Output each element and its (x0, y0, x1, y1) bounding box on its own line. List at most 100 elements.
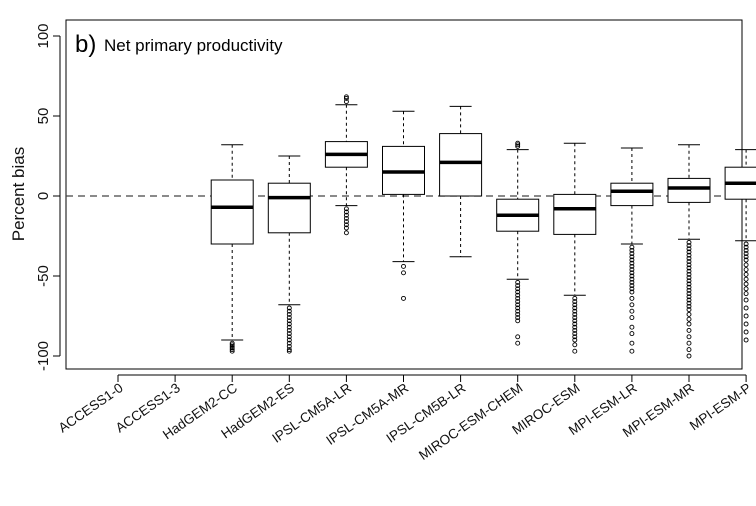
outlier-point (743, 321, 749, 327)
outlier-point (572, 342, 578, 348)
outlier-point (743, 262, 749, 268)
outlier-point (572, 327, 578, 333)
outlier-point (343, 212, 349, 218)
outlier-point (743, 244, 749, 250)
outlier-point (629, 295, 635, 301)
outlier-point (229, 345, 235, 351)
outlier-point (229, 343, 235, 349)
outlier-point (401, 295, 406, 301)
outlier-point (686, 255, 692, 261)
outlier-point (743, 276, 749, 282)
outlier-point (743, 251, 749, 257)
outlier-point (343, 99, 349, 105)
outlier-point (686, 300, 692, 306)
outlier-point (686, 243, 692, 249)
outlier-point (686, 340, 692, 346)
outlier-point (686, 311, 692, 317)
outlier-point (629, 289, 635, 295)
outlier-point (401, 270, 406, 276)
outlier-point (572, 315, 578, 321)
outlier-point (286, 347, 292, 353)
outlier-point (286, 337, 292, 343)
outlier-point (572, 331, 578, 337)
outlier-point (572, 324, 578, 330)
outlier-point (343, 222, 349, 228)
y-axis-title: Percent bias (9, 147, 28, 242)
y-tick-label: 100 (35, 23, 52, 48)
outlier-point (229, 342, 235, 348)
y-axis: -100 -50 0 50 100 (35, 23, 61, 371)
outlier-point (572, 308, 578, 314)
outlier-point (286, 321, 292, 327)
outlier-point (629, 276, 635, 282)
outlier-point (515, 142, 521, 148)
outlier-point (743, 286, 749, 292)
outlier-point (743, 329, 749, 335)
outlier-point (515, 283, 521, 289)
outlier-point (515, 302, 521, 308)
outlier-point (629, 331, 635, 337)
outlier-point (515, 318, 521, 324)
iqr-box (610, 182, 654, 207)
outlier-point (629, 286, 635, 292)
outlier-point (686, 327, 692, 333)
outlier-point (629, 283, 635, 289)
outlier-point (343, 206, 349, 212)
outlier-point (515, 334, 521, 340)
outlier-point (686, 281, 692, 287)
outlier-point (229, 348, 235, 354)
outlier-point (515, 292, 521, 298)
outlier-point (629, 263, 635, 269)
outlier-point (686, 287, 692, 293)
outlier-point (629, 267, 635, 273)
outlier-point (629, 273, 635, 279)
outlier-point (572, 348, 578, 354)
outlier-point (515, 279, 521, 285)
outlier-point (572, 311, 578, 317)
outlier-point (286, 334, 292, 340)
outlier-point (743, 297, 749, 303)
box-miroc-esm-chem (496, 140, 540, 346)
outlier-point (686, 262, 692, 268)
x-tick-label: MPI-ESM-P (687, 380, 754, 433)
outlier-point (629, 257, 635, 263)
outlier-point (629, 315, 635, 321)
outlier-point (343, 95, 349, 101)
outlier-point (343, 209, 349, 215)
outlier-point (286, 305, 292, 311)
outlier-point (686, 307, 692, 313)
outlier-point (286, 324, 292, 330)
outlier-point (743, 241, 749, 247)
outlier-point (686, 334, 692, 340)
outlier-point (629, 247, 635, 253)
outlier-point (629, 324, 635, 330)
outlier-point (515, 143, 521, 149)
box-series (210, 94, 756, 359)
outlier-point (629, 254, 635, 260)
outlier-point (629, 260, 635, 266)
outlier-point (629, 279, 635, 285)
outlier-point (286, 318, 292, 324)
box-hadgem2-es (267, 155, 311, 354)
outlier-point (629, 244, 635, 250)
outlier-point (686, 239, 692, 245)
outlier-point (515, 305, 521, 311)
outlier-point (572, 299, 578, 305)
y-tick-label: 0 (35, 192, 52, 200)
outlier-point (629, 302, 635, 308)
outlier-point (515, 286, 521, 292)
y-tick-label: 50 (35, 108, 52, 125)
outlier-point (515, 289, 521, 295)
outlier-point (686, 347, 692, 353)
outlier-point (686, 291, 692, 297)
outlier-point (629, 340, 635, 346)
outlier-point (515, 308, 521, 314)
outlier-point (686, 353, 692, 359)
outlier-point (572, 302, 578, 308)
outlier-point (286, 311, 292, 317)
box-ipsl-cm5b-lr (439, 105, 483, 258)
y-tick-label: -100 (35, 341, 52, 371)
outlier-point (286, 308, 292, 314)
outlier-point (743, 281, 749, 287)
